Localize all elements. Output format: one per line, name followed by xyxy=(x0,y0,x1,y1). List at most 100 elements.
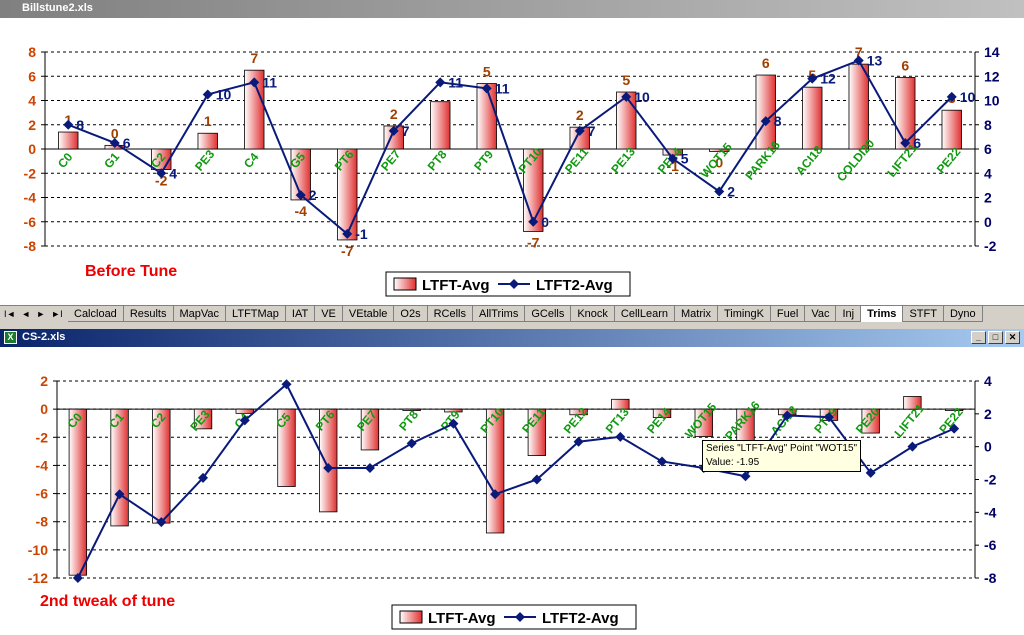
bar-data-label: 1 xyxy=(204,113,212,129)
sheet-tab-matrix[interactable]: Matrix xyxy=(675,306,718,322)
workbook2-titlebar[interactable]: X CS-2.xls _ □ ✕ xyxy=(0,329,1024,347)
ltft2-marker xyxy=(295,190,306,201)
sheet-nav-button[interactable]: ◄ xyxy=(21,309,31,319)
workbook2-title: CS-2.xls xyxy=(22,331,66,343)
line-data-label: 11 xyxy=(495,80,510,96)
bar-data-label: 6 xyxy=(762,55,770,71)
sheet-tab-alltrims[interactable]: AllTrims xyxy=(473,306,526,322)
sheet-tab-results[interactable]: Results xyxy=(123,306,174,322)
sheet-tab-dyno[interactable]: Dyno xyxy=(943,306,983,322)
sheet-tab-bar: I◄ ◄ ► ►I Calcload Results MapVac LTFTMap IAT VE… xyxy=(0,305,1024,324)
ltft-bar xyxy=(193,408,213,430)
left-tick-label: -6 xyxy=(24,214,37,230)
sheet-tab-o2s[interactable]: O2s xyxy=(394,306,428,322)
ltft-bar xyxy=(903,396,922,410)
workspace-gap xyxy=(0,324,1024,329)
ltft2-marker xyxy=(109,137,120,148)
line-data-label: 8 xyxy=(774,113,782,129)
bar-data-label: 2 xyxy=(576,107,584,123)
line-data-label: 11 xyxy=(262,74,277,90)
ltft2-marker xyxy=(900,137,911,148)
ltft2-marker xyxy=(202,89,213,100)
bar-data-label: 7 xyxy=(855,44,863,60)
ltft-bar xyxy=(611,398,630,410)
sheet-nav-button[interactable]: ►I xyxy=(51,309,63,319)
chart-second-tweak[interactable]: -12-10-8-6-4-202-8-6-4-2024C0C1C2PE3C4C5… xyxy=(0,347,1024,630)
left-tick-label: -4 xyxy=(36,457,49,473)
ltft2-marker xyxy=(156,168,167,179)
sheet-tab-timingk[interactable]: TimingK xyxy=(717,306,771,322)
ltft-bar xyxy=(360,408,380,451)
sheet-tab-gcells[interactable]: GCells xyxy=(525,306,572,322)
ltft2-marker xyxy=(807,73,818,84)
left-tick-label: -8 xyxy=(36,514,49,530)
ltft2-marker xyxy=(907,441,918,452)
left-tick-label: -10 xyxy=(28,542,48,558)
excel-app-icon[interactable]: X xyxy=(4,331,17,344)
ltft2-marker xyxy=(239,415,250,426)
ltft2-line xyxy=(67,59,953,236)
left-tick-label: 0 xyxy=(40,401,48,417)
sheet-tab-calcload[interactable]: Calcload xyxy=(68,306,124,322)
sheet-tab-vac[interactable]: Vac xyxy=(805,306,837,322)
sheet-nav-button[interactable]: I◄ xyxy=(4,309,16,319)
ltft-bar xyxy=(319,408,338,513)
ltft2-marker xyxy=(72,573,83,583)
category-label: C4 xyxy=(241,150,262,171)
sheet-tab-rcells[interactable]: RCells xyxy=(427,306,474,322)
right-tick-label: 0 xyxy=(984,439,992,455)
chart-before-tune[interactable]: -8-6-4-202468-20246810121410-217-4-725-7… xyxy=(0,18,1024,305)
ltft2-marker xyxy=(782,410,793,421)
chart-tooltip: Series "LTFT-Avg" Point "WOT15" Value: -… xyxy=(702,440,862,472)
restore-button[interactable]: □ xyxy=(988,331,1003,344)
left-tick-label: 8 xyxy=(28,44,36,60)
bar-data-label: -4 xyxy=(295,203,308,219)
sheet-tab-fuel[interactable]: Fuel xyxy=(770,306,806,322)
minimize-button[interactable]: _ xyxy=(971,331,986,344)
ltft2-marker xyxy=(481,83,492,94)
sheet-nav-buttons: I◄ ◄ ► ►I xyxy=(4,309,63,319)
line-data-label: 7 xyxy=(588,123,596,139)
ltft-bar xyxy=(244,69,265,150)
sheet-tab-knock[interactable]: Knock xyxy=(571,306,615,322)
sheet-tab-ve[interactable]: VE xyxy=(315,306,343,322)
ltft-bar xyxy=(755,74,776,150)
sheet-tab-celllearn[interactable]: CellLearn xyxy=(614,306,676,322)
sheet-nav-button[interactable]: ► xyxy=(36,309,46,319)
legend-bar-label: LTFT-Avg xyxy=(422,277,490,294)
sheet-tab-mapvac[interactable]: MapVac xyxy=(173,306,227,322)
sheet-tab-ltftmap[interactable]: LTFTMap xyxy=(226,306,286,322)
legend-bar-label: LTFT-Avg xyxy=(428,610,496,627)
sheet-tab-vetable[interactable]: VEtable xyxy=(342,306,395,322)
ltft2-marker xyxy=(448,418,459,429)
left-tick-label: 2 xyxy=(28,117,36,133)
right-tick-label: 2 xyxy=(984,406,992,422)
sheet-tab-iat[interactable]: IAT xyxy=(285,306,316,322)
right-tick-label: -2 xyxy=(984,238,997,254)
ltft-bar xyxy=(569,408,588,416)
line-data-label: 13 xyxy=(867,52,883,68)
bar-data-label: 5 xyxy=(483,64,491,80)
right-tick-label: 4 xyxy=(984,165,992,181)
ltft-bar xyxy=(235,408,254,414)
left-tick-label: 6 xyxy=(28,68,36,84)
line-data-label: 12 xyxy=(820,71,836,87)
tooltip-value: Value: -1.95 xyxy=(706,457,760,468)
sheet-tab-trims[interactable]: Trims xyxy=(861,306,904,322)
sheet-tab-inj[interactable]: Inj xyxy=(836,306,862,322)
sheet-tab-stft[interactable]: STFT xyxy=(903,306,944,322)
right-tick-label: -2 xyxy=(984,472,997,488)
right-tick-label: -4 xyxy=(984,504,997,520)
ltft-bar xyxy=(527,408,547,456)
workbook1-titlebar[interactable]: Billstune2.xls xyxy=(0,0,1024,18)
category-label: ACI18 xyxy=(793,143,826,178)
category-label: C0 xyxy=(55,150,76,171)
close-button[interactable]: ✕ xyxy=(1005,331,1020,344)
legend-line-marker xyxy=(509,279,519,289)
chart-before-tune-svg: -8-6-4-202468-20246810121410-217-4-725-7… xyxy=(24,44,1000,297)
chart-annotation: 2nd tweak of tune xyxy=(40,593,175,610)
ltft2-marker xyxy=(740,471,751,482)
right-tick-label: 0 xyxy=(984,214,992,230)
ltft2-marker xyxy=(63,119,74,130)
category-label: PT8 xyxy=(425,147,450,173)
